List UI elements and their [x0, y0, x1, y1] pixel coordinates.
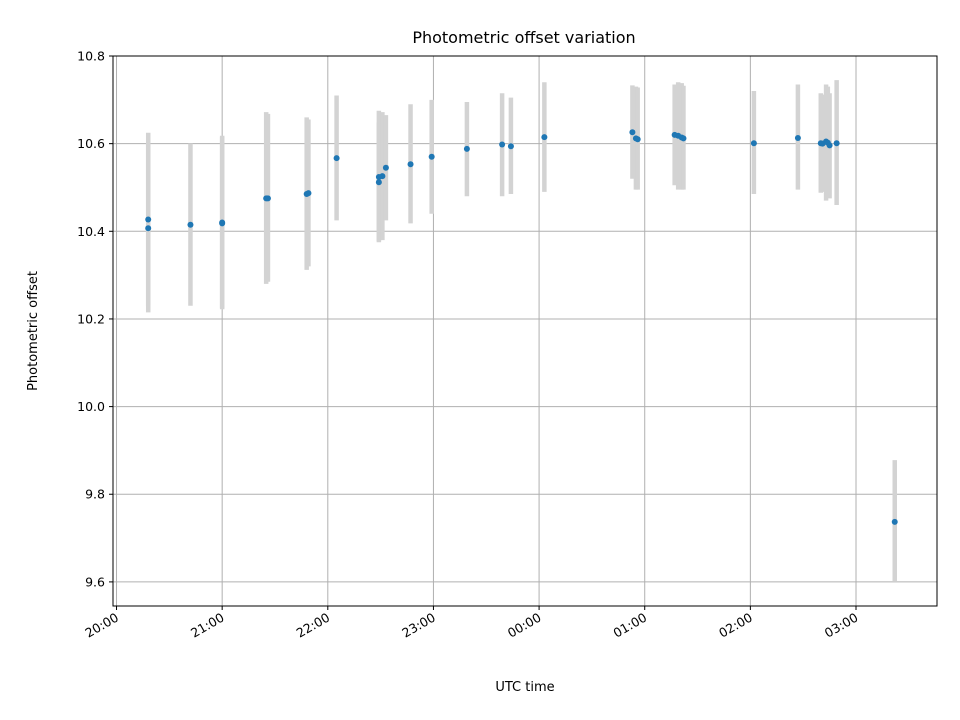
data-points — [145, 129, 898, 525]
data-point — [750, 140, 757, 147]
data-point — [541, 134, 548, 141]
data-point — [375, 179, 382, 186]
y-tick-label: 10.2 — [77, 311, 105, 326]
y-tick-label: 9.8 — [85, 487, 105, 502]
data-point — [379, 173, 386, 180]
data-point — [680, 135, 687, 142]
y-axis: 9.6 9.8 10.0 10.2 10.4 10.6 10.8 — [77, 49, 113, 589]
data-point — [382, 164, 389, 171]
chart-title: Photometric offset variation — [412, 28, 635, 47]
y-tick-label: 10.0 — [77, 399, 105, 414]
data-point — [499, 141, 506, 148]
data-point — [794, 134, 801, 141]
data-point — [891, 518, 898, 525]
data-point — [219, 219, 226, 226]
y-tick-label: 10.6 — [77, 136, 105, 151]
data-point — [264, 195, 271, 202]
data-point — [826, 142, 833, 149]
data-point — [634, 136, 641, 143]
data-point — [305, 190, 312, 197]
data-point — [833, 140, 840, 147]
data-point — [145, 225, 152, 232]
y-axis-label: Photometric offset — [26, 271, 41, 391]
plot-frame — [112, 55, 938, 607]
data-point — [333, 155, 340, 162]
data-point — [407, 161, 414, 168]
data-point — [463, 145, 470, 152]
y-tick-label: 9.6 — [85, 574, 105, 589]
data-point — [428, 153, 435, 160]
data-point — [187, 221, 194, 228]
x-axis-label: UTC time — [495, 680, 554, 695]
y-tick-label: 10.8 — [77, 49, 105, 64]
data-point — [629, 129, 636, 136]
data-point — [507, 143, 514, 150]
y-tick-label: 10.4 — [77, 224, 105, 239]
data-point — [145, 216, 152, 223]
